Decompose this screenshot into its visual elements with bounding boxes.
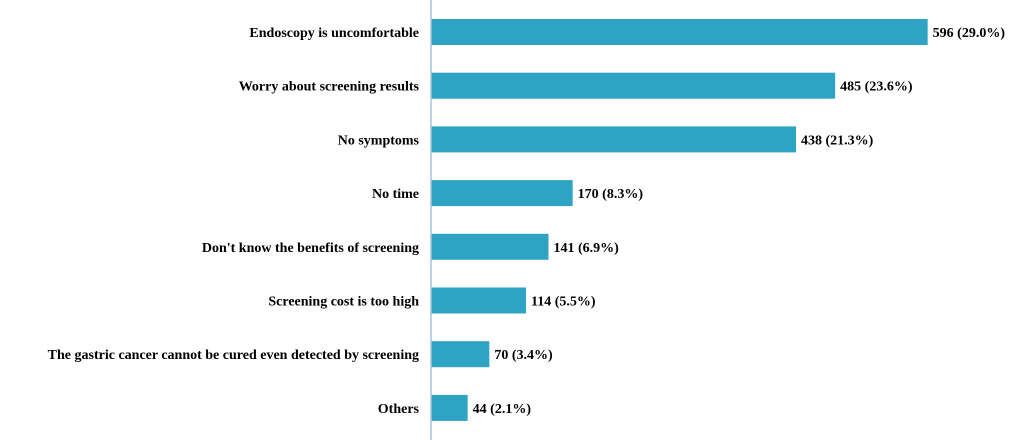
data-label-7: 70 (3.4%) bbox=[494, 348, 553, 363]
category-label-2: Worry about screening results bbox=[239, 80, 420, 95]
category-label-7: The gastric cancer cannot be cured even … bbox=[48, 348, 419, 363]
bar-7 bbox=[431, 341, 490, 368]
data-label-3: 438 (21.3%) bbox=[801, 133, 874, 148]
bar-6 bbox=[431, 287, 526, 314]
bar-5 bbox=[431, 233, 549, 260]
data-label-1: 596 (29.0%) bbox=[933, 26, 1006, 41]
category-label-1: Endoscopy is uncomfortable bbox=[249, 26, 419, 41]
bar-2 bbox=[431, 72, 836, 99]
data-label-2: 485 (23.6%) bbox=[840, 80, 913, 95]
bars-group bbox=[431, 19, 928, 421]
category-label-4: No time bbox=[372, 187, 419, 202]
labels-group: Endoscopy is uncomfortable 596 (29.0%) Wor… bbox=[48, 26, 1006, 417]
bar-8 bbox=[431, 394, 468, 421]
category-label-6: Screening cost is too high bbox=[268, 295, 419, 310]
bar-1 bbox=[431, 19, 928, 45]
category-label-8: Others bbox=[378, 402, 420, 417]
data-label-6: 114 (5.5%) bbox=[531, 295, 596, 310]
data-label-8: 44 (2.1%) bbox=[473, 402, 532, 417]
bar-3 bbox=[431, 126, 796, 153]
data-label-4: 170 (8.3%) bbox=[578, 187, 644, 202]
category-label-5: Don't know the benefits of screening bbox=[202, 241, 419, 256]
data-label-5: 141 (6.9%) bbox=[554, 241, 620, 256]
bar-4 bbox=[431, 180, 573, 207]
category-label-3: No symptoms bbox=[338, 133, 420, 148]
